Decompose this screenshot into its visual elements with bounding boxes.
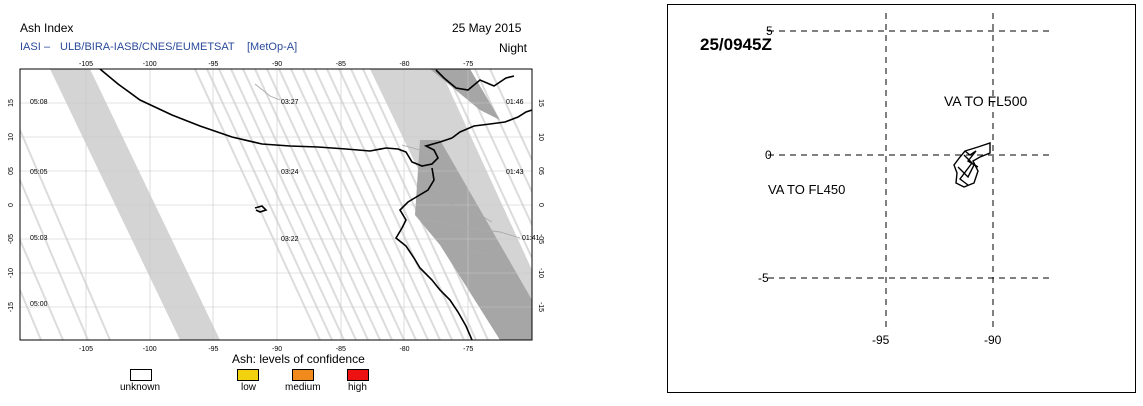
map-title: Ash Index <box>20 21 74 35</box>
y-label-neg5: -5 <box>758 271 769 285</box>
swath-dark-over-land <box>415 140 532 340</box>
legend-swatch-medium <box>292 369 314 381</box>
pass-time-right-2: 01:43 <box>506 169 524 176</box>
credits-label: ULB/BIRA-IASB/CNES/EUMETSAT <box>60 41 235 53</box>
lat-tick-left-3: 0 <box>8 203 15 207</box>
lat-tick-right-6: -15 <box>537 302 544 312</box>
longitude-ticks-top: -105 -100 -95 -90 -85 -80 -75 <box>79 61 473 68</box>
pass-time-center-1: 03:27 <box>281 99 299 106</box>
annotation-va-fl500: VA TO FL500 <box>944 93 1027 109</box>
lat-tick-right-4: -05 <box>537 234 544 244</box>
lat-tick-left-6: -15 <box>8 302 15 312</box>
pass-time-left-1: 05:08 <box>30 99 48 106</box>
credits-dash: – <box>44 41 51 53</box>
lon-tick-bottom-2: -95 <box>208 346 218 353</box>
longitude-ticks-bottom: -105 -100 -95 -90 -85 -80 -75 <box>79 346 473 353</box>
pass-time-right-3: 01:41 <box>522 235 540 242</box>
legend-label-high: high <box>348 382 367 393</box>
pass-time-left-2: 05:05 <box>30 169 48 176</box>
lat-tick-right-3: 0 <box>537 203 544 207</box>
pass-time-left-4: 05:00 <box>30 301 48 308</box>
lat-tick-left-5: -10 <box>8 268 15 278</box>
lat-tick-right-2: 05 <box>537 167 544 175</box>
advisory-canvas: 25/0945Z VA TO FL500 VA TO FL450 5 0 -5 … <box>700 13 1053 347</box>
lon-tick-top-2: -95 <box>208 61 218 68</box>
graticule <box>20 69 532 340</box>
lat-tick-right-5: -10 <box>537 268 544 278</box>
legend-swatch-high <box>347 369 369 381</box>
latitude-ticks-left: 15 10 05 0 -05 -10 -15 <box>8 99 15 312</box>
lat-tick-left-1: 10 <box>8 133 15 141</box>
lat-tick-left-4: -05 <box>8 234 15 244</box>
lat-tick-left-2: 05 <box>8 167 15 175</box>
legend-label-unknown: unknown <box>120 382 161 393</box>
legend-swatch-low <box>237 369 259 381</box>
legend-swatch-unknown <box>130 369 152 381</box>
advisory-grid <box>768 13 1053 330</box>
x-label-neg90: -90 <box>984 333 1002 347</box>
x-label-neg95: -95 <box>872 333 890 347</box>
observation-mode: Night <box>499 41 528 55</box>
lon-tick-top-1: -100 <box>143 61 157 68</box>
pass-time-right-1: 01:46 <box>506 99 524 106</box>
pass-time-center-2: 03:24 <box>281 169 299 176</box>
lon-tick-bottom-0: -105 <box>79 346 93 353</box>
legend-label-medium: medium <box>285 382 321 393</box>
lon-tick-top-0: -105 <box>79 61 93 68</box>
lat-tick-right-0: 15 <box>537 99 544 107</box>
lon-tick-bottom-4: -85 <box>336 346 346 353</box>
annotation-va-fl450: VA TO FL450 <box>768 182 845 197</box>
ash-cloud-polygon <box>953 142 991 188</box>
lon-tick-bottom-6: -75 <box>463 346 473 353</box>
lat-tick-left-0: 15 <box>8 99 15 107</box>
pass-time-left-3: 05:03 <box>30 235 48 242</box>
lon-tick-top-5: -80 <box>399 61 409 68</box>
legend-title: Ash: levels of confidence <box>232 352 365 366</box>
lon-tick-bottom-3: -90 <box>272 346 282 353</box>
lon-tick-bottom-1: -100 <box>143 346 157 353</box>
map-date: 25 May 2015 <box>452 21 522 35</box>
y-label-0: 0 <box>765 148 772 162</box>
legend-label-low: low <box>241 382 257 393</box>
advisory-timestamp: 25/0945Z <box>700 35 772 54</box>
lon-tick-top-6: -75 <box>463 61 473 68</box>
map-frame <box>19 68 533 341</box>
lon-tick-top-4: -85 <box>336 61 346 68</box>
lat-tick-right-1: 10 <box>537 133 544 141</box>
ash-map-canvas: -105 -100 -95 -90 -85 -80 -75 -105 -100 -95 -90 -8… <box>8 61 544 353</box>
coastline <box>99 69 532 340</box>
pass-times: 05:08 05:05 05:03 05:00 03:27 03:24 03:2… <box>30 99 540 308</box>
latitude-ticks-right: 15 10 05 0 -05 -10 -15 <box>537 99 544 312</box>
satellite-label: [MetOp-A] <box>247 41 298 53</box>
lon-tick-bottom-5: -80 <box>399 346 409 353</box>
y-label-5: 5 <box>766 24 773 38</box>
country-borders <box>254 83 521 269</box>
lon-tick-top-3: -90 <box>272 61 282 68</box>
ash-advisory-panel: 25/0945Z VA TO FL500 VA TO FL450 5 0 -5 … <box>667 4 1136 393</box>
ash-index-map-panel: Ash Index 25 May 2015 IASI – ULB/BIRA-IA… <box>0 0 560 406</box>
pass-time-center-3: 03:22 <box>281 236 299 243</box>
instrument-label: IASI <box>20 41 41 53</box>
